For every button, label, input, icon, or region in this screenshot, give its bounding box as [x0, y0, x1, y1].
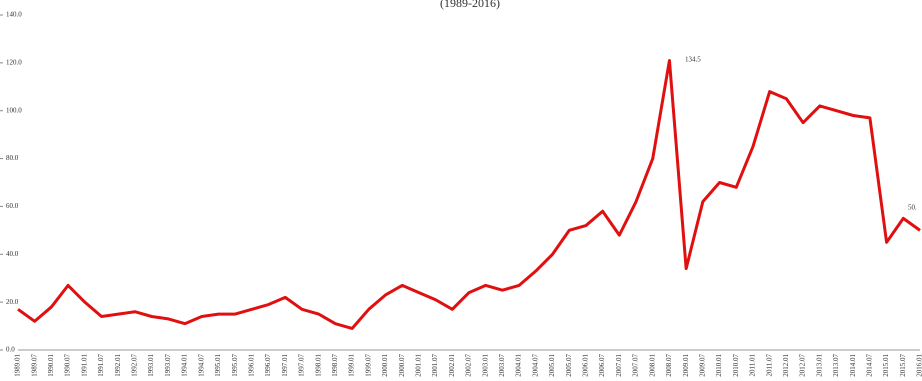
x-tick-label: 2001.01 [414, 354, 422, 377]
x-tick-label: 2005.07 [565, 354, 573, 377]
annotation: 134.5 [685, 56, 701, 64]
y-tick-label: 20.0 [6, 298, 19, 306]
x-tick-label: 2014.01 [849, 354, 857, 377]
x-tick-label: 2011.07 [765, 354, 773, 377]
x-tick-label: 1994.01 [181, 354, 189, 377]
x-tick-label: 2015.01 [882, 354, 890, 377]
x-tick-label: 1998.01 [314, 354, 322, 377]
x-tick-label: 1999.01 [348, 354, 356, 377]
x-tick-label: 2009.07 [698, 354, 706, 377]
x-tick-label: 1993.01 [147, 354, 155, 377]
x-tick-label: 2016.01 [916, 354, 922, 377]
x-tick-label: 2011.01 [749, 354, 757, 377]
x-tick-label: 1997.01 [281, 354, 289, 377]
x-tick-label: 2008.07 [665, 354, 673, 377]
x-tick-label: 2000.01 [381, 354, 389, 377]
x-tick-label: 1996.07 [264, 354, 272, 377]
chart-title: (1989-2016) [440, 0, 500, 10]
x-tick-label: 1995.07 [231, 354, 239, 377]
x-tick-label: 1995.01 [214, 354, 222, 377]
x-tick-label: 1994.07 [197, 354, 205, 377]
annotation: 50. [908, 204, 917, 212]
x-tick-label: 1997.07 [298, 354, 306, 377]
x-tick-label: 1991.07 [97, 354, 105, 377]
x-tick-label: 2008.01 [648, 354, 656, 377]
x-tick-label: 2003.07 [498, 354, 506, 377]
x-tick-label: 2002.07 [465, 354, 473, 377]
y-tick-label: 60.0 [6, 202, 19, 210]
x-tick-label: 1989.07 [30, 354, 38, 377]
x-tick-label: 2005.01 [548, 354, 556, 377]
x-tick-label: 2003.01 [481, 354, 489, 377]
y-tick-label: 0.0 [6, 346, 15, 354]
x-tick-label: 2004.01 [515, 354, 523, 377]
x-tick-label: 2007.01 [615, 354, 623, 377]
y-tick-label: 40.0 [6, 250, 19, 258]
y-tick-label: 80.0 [6, 154, 19, 162]
x-tick-label: 2002.01 [448, 354, 456, 377]
x-tick-label: 2012.07 [799, 354, 807, 377]
x-tick-label: 1999.07 [364, 354, 372, 377]
x-tick-label: 2001.07 [431, 354, 439, 377]
x-tick-label: 1990.07 [64, 354, 72, 377]
x-tick-label: 1989.01 [14, 354, 22, 377]
x-tick-label: 1991.01 [80, 354, 88, 377]
x-tick-label: 2014.07 [865, 354, 873, 377]
y-tick-label: 120.0 [6, 58, 22, 66]
y-tick-label: 140.0 [6, 11, 22, 19]
x-tick-label: 2006.01 [582, 354, 590, 377]
x-tick-label: 2000.07 [398, 354, 406, 377]
x-tick-label: 2013.07 [832, 354, 840, 377]
x-tick-label: 2006.07 [598, 354, 606, 377]
x-tick-label: 1996.01 [247, 354, 255, 377]
x-tick-label: 2007.07 [632, 354, 640, 377]
x-tick-label: 1993.07 [164, 354, 172, 377]
x-tick-label: 1992.07 [131, 354, 139, 377]
x-tick-label: 1998.07 [331, 354, 339, 377]
x-tick-label: 2013.01 [815, 354, 823, 377]
x-tick-label: 2009.01 [682, 354, 690, 377]
x-tick-label: 2010.01 [715, 354, 723, 377]
line-series [17, 58, 921, 330]
x-tick-label: 2012.01 [782, 354, 790, 377]
x-tick-label: 1990.01 [47, 354, 55, 377]
x-tick-label: 2010.07 [732, 354, 740, 377]
x-tick-label: 2015.07 [899, 354, 907, 377]
x-tick-label: 2004.07 [531, 354, 539, 377]
x-tick-label: 1992.01 [114, 354, 122, 377]
y-tick-label: 100.0 [6, 106, 22, 114]
